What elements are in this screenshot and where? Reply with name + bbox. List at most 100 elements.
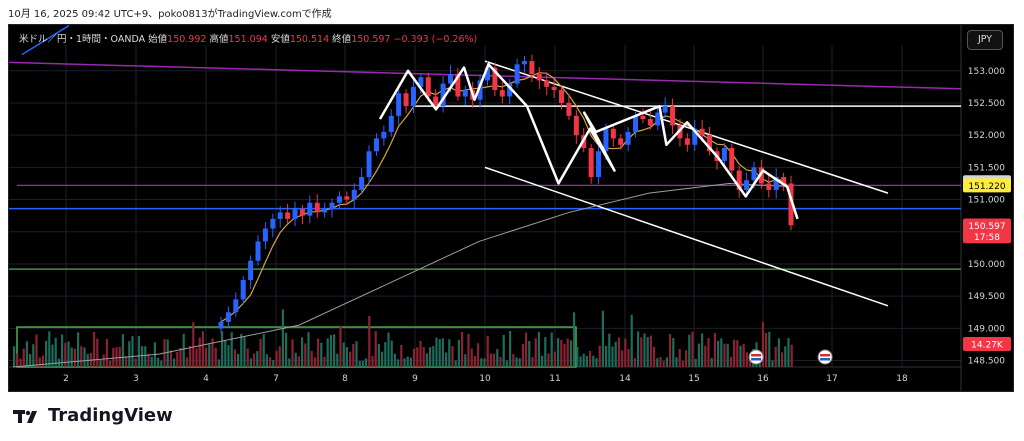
volume-bar: [656, 358, 659, 367]
volume-label: 14.27K: [971, 341, 1004, 351]
volume-bar: [537, 331, 540, 367]
candle-body: [566, 102, 572, 116]
volume-bar: [742, 344, 745, 367]
candle-body: [381, 131, 387, 139]
volume-bar: [387, 332, 390, 367]
volume-bar: [777, 338, 780, 367]
volume-bar: [416, 347, 419, 367]
volume-bar: [390, 340, 393, 367]
candle-body: [573, 115, 579, 136]
close-value: 150.597: [351, 34, 391, 45]
volume-bar: [208, 344, 211, 367]
volume-bar: [589, 350, 592, 367]
volume-bar: [67, 341, 70, 367]
volume-bar: [374, 331, 377, 367]
candle-body: [699, 128, 705, 136]
volume-bar: [313, 357, 316, 367]
volume-bar: [531, 357, 534, 367]
candle-body: [492, 67, 498, 91]
volume-bar: [649, 335, 652, 367]
volume-bar: [637, 331, 640, 367]
volume-bar: [288, 358, 291, 367]
volume-bar: [336, 353, 339, 367]
volume-bar: [553, 351, 556, 367]
volume-bar: [224, 340, 227, 367]
y-tick-label-8: 149.000: [968, 324, 1005, 334]
volume-bar: [445, 352, 448, 367]
volume-bar: [205, 347, 208, 367]
price-chart[interactable]: 153.000 152.500 152.000 151.500 151.000 150.5…: [9, 25, 1013, 391]
currency-button[interactable]: JPY: [967, 30, 1003, 50]
volume-bar: [211, 338, 214, 367]
candle-body: [559, 90, 565, 103]
candle-body: [529, 61, 535, 74]
volume-bar: [361, 360, 364, 367]
candle-body: [507, 83, 513, 97]
volume-bar: [419, 340, 422, 367]
volume-bar: [368, 315, 371, 367]
candle-body: [677, 125, 683, 139]
volume-bar: [173, 358, 176, 367]
volume-bar: [93, 331, 96, 367]
volume-bar: [214, 347, 217, 367]
volume-bar: [294, 352, 297, 367]
volume-bar: [326, 338, 329, 367]
volume-bar: [688, 334, 691, 367]
volume-bar: [717, 340, 720, 367]
volume-bar: [352, 343, 355, 367]
volume-bar: [563, 344, 566, 367]
volume-bar: [377, 343, 380, 367]
volume-bar: [310, 350, 313, 367]
volume-bar: [739, 345, 742, 367]
volume-bar: [339, 325, 342, 367]
volume-bar: [349, 351, 352, 367]
candle-body: [618, 138, 624, 145]
y-tick-label-9: 148.500: [968, 357, 1005, 367]
volume-bar: [275, 350, 278, 367]
volume-bar: [441, 338, 444, 367]
volume-bar: [64, 342, 67, 367]
candle-body: [707, 135, 713, 152]
volume-bar: [525, 332, 528, 367]
candle-body: [322, 209, 328, 213]
volume-bar: [592, 355, 595, 367]
us-event-flag-icon-1: [817, 349, 833, 365]
candle-body: [670, 106, 676, 126]
candle-body: [736, 170, 742, 190]
chart-panel[interactable]: 153.000 152.500 152.000 151.500 151.000 150.5…: [8, 24, 1014, 392]
x-tick-label-9: 15: [688, 374, 699, 384]
candle-body: [758, 167, 764, 184]
x-tick-label-7: 11: [549, 374, 560, 384]
volume-bar: [771, 360, 774, 367]
volume-bar: [246, 348, 249, 367]
volume-bar: [429, 347, 432, 367]
volume-bar: [483, 358, 486, 367]
blue-trend-line: [21, 25, 70, 56]
volume-bar: [787, 337, 790, 367]
volume-bar: [601, 310, 604, 367]
price-label-box-2: [963, 218, 1011, 233]
volume-bar: [160, 360, 163, 367]
volume-bar: [262, 333, 265, 367]
volume-bar: [729, 356, 732, 367]
volume-bar: [480, 358, 483, 367]
volume-bar: [720, 338, 723, 367]
volume-bar: [534, 338, 537, 367]
volume-bar: [70, 347, 73, 367]
candle-body: [551, 86, 557, 91]
candle-body: [662, 106, 668, 113]
volume-bar: [195, 348, 198, 367]
y-tick-label-7: 149.500: [968, 292, 1005, 302]
candle-body: [403, 93, 409, 107]
candle-body: [633, 115, 639, 132]
volume-bar: [323, 356, 326, 367]
volume-bar: [73, 348, 76, 367]
volume-bar: [61, 334, 64, 367]
ma-short-line: [220, 72, 792, 323]
volume-bar: [259, 338, 262, 367]
volume-bar: [281, 309, 284, 367]
volume-bar: [614, 341, 617, 367]
volume-bar: [35, 334, 38, 367]
volume-bar: [112, 347, 115, 367]
x-tick-label-5: 9: [412, 374, 418, 384]
